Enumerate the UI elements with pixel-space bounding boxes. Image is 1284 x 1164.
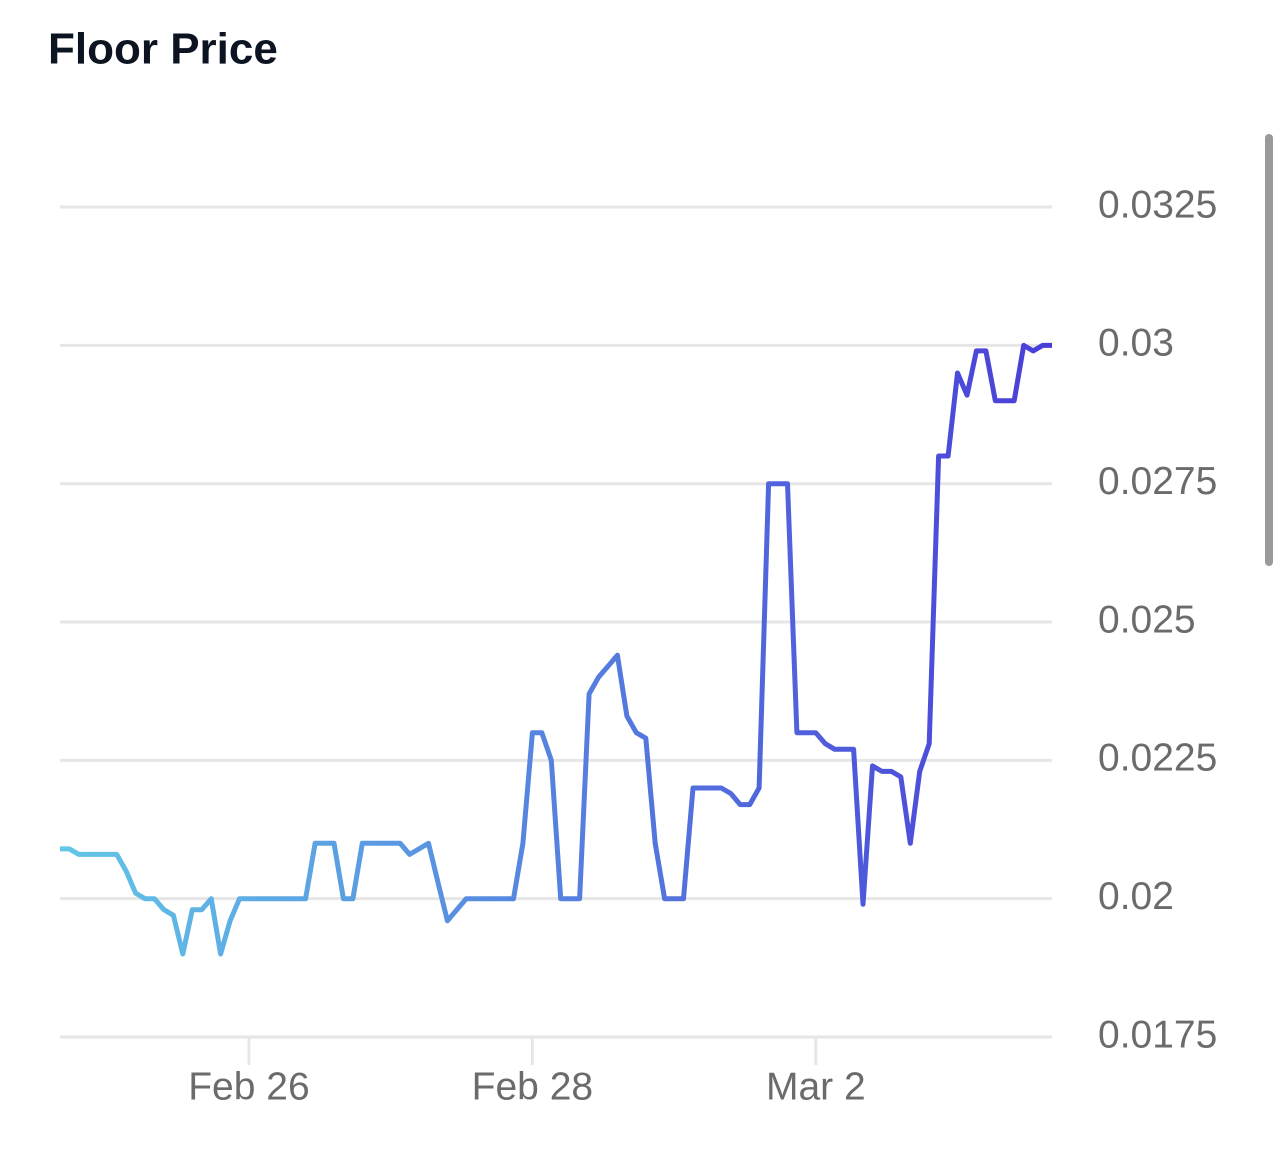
x-tick-label: Feb 28 xyxy=(472,1065,593,1108)
x-tick-label: Mar 2 xyxy=(766,1065,866,1108)
y-tick-label: 0.025 xyxy=(1098,598,1196,641)
price-line xyxy=(60,342,1052,957)
y-tick-label: 0.0225 xyxy=(1098,737,1217,780)
chart-title: Floor Price xyxy=(48,25,278,74)
scrollbar[interactable] xyxy=(1265,134,1273,566)
x-tick-label: Feb 26 xyxy=(188,1065,309,1108)
y-tick-label: 0.0175 xyxy=(1098,1013,1217,1056)
y-tick-label: 0.0325 xyxy=(1098,183,1217,226)
y-tick-label: 0.02 xyxy=(1098,875,1174,918)
y-tick-label: 0.0275 xyxy=(1098,460,1217,503)
y-tick-label: 0.03 xyxy=(1098,322,1174,365)
